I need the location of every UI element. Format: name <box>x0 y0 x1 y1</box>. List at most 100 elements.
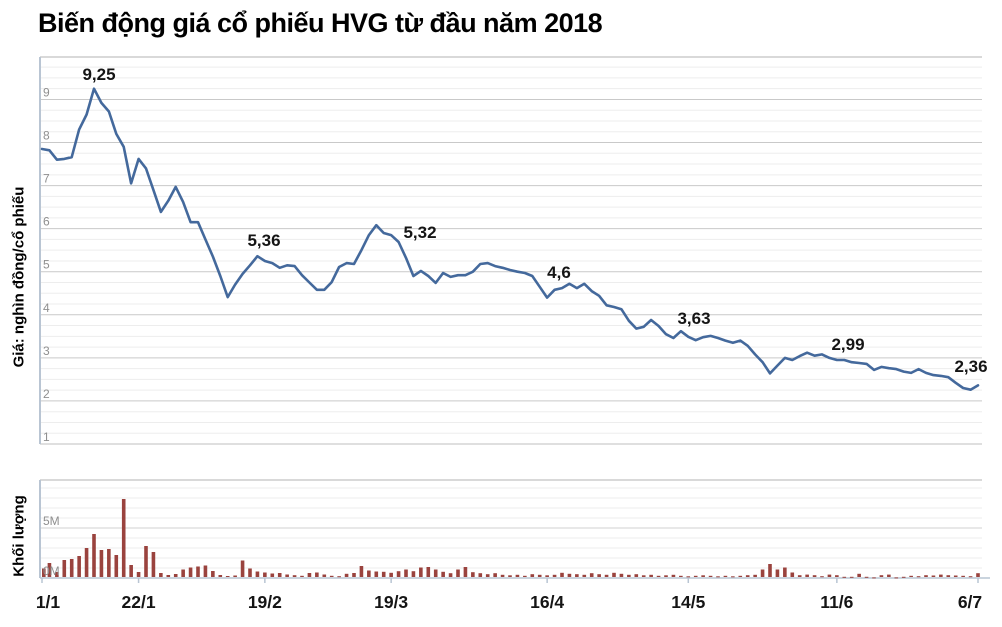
volume-bar <box>857 573 861 577</box>
volume-bar <box>456 569 460 577</box>
volume-bar <box>515 574 520 577</box>
volume-bar <box>270 573 275 577</box>
volume-bar <box>433 569 438 577</box>
volume-bar <box>612 572 616 577</box>
price-axis-tick-label: 6 <box>43 215 50 229</box>
volume-bar <box>196 566 200 577</box>
volume-bar <box>411 571 416 577</box>
volume-bar <box>760 569 765 577</box>
volume-bar <box>367 570 371 577</box>
data-annotation: 5,32 <box>403 223 436 242</box>
data-annotation: 2,99 <box>831 335 864 354</box>
volume-bar <box>396 571 401 577</box>
volume-bar <box>953 575 958 577</box>
volume-bar <box>500 574 505 577</box>
volume-bar <box>946 575 951 577</box>
volume-bar <box>582 574 587 577</box>
volume-bar <box>218 575 223 577</box>
volume-bar <box>277 573 282 577</box>
volume-bar <box>173 574 178 577</box>
volume-bar <box>233 575 237 577</box>
volume-bar <box>797 575 802 577</box>
volume-bar <box>671 574 676 577</box>
x-axis-label: 6/7 <box>958 592 982 612</box>
volume-bar <box>641 575 646 577</box>
volume-bar <box>879 575 884 577</box>
volume-bar <box>240 560 245 577</box>
price-axis-tick-label: 3 <box>43 344 50 358</box>
volume-bar <box>107 549 111 577</box>
volume-bar <box>939 574 943 577</box>
volume-bar <box>441 571 445 577</box>
volume-bar <box>768 564 772 577</box>
price-axis-tick-label: 7 <box>43 172 50 186</box>
volume-bar <box>188 567 193 577</box>
volume-bar <box>589 573 594 577</box>
volume-bar <box>285 574 289 577</box>
volume-bar <box>485 574 490 577</box>
volume-bar <box>716 576 720 578</box>
volume-bar <box>69 559 74 577</box>
volume-bar <box>649 574 653 577</box>
volume-bar <box>835 575 839 577</box>
volume-bar <box>731 576 735 578</box>
x-axis-label: 1/1 <box>36 592 61 612</box>
volume-bar <box>292 575 297 577</box>
volume-bar <box>55 572 59 577</box>
volume-bar <box>909 575 913 577</box>
volume-bar <box>887 574 891 577</box>
volume-bar <box>775 569 780 577</box>
volume-bar <box>211 571 215 577</box>
volume-bar <box>790 572 795 577</box>
volume-bar <box>114 555 119 577</box>
volume-bar <box>300 575 304 577</box>
volume-bar <box>84 548 89 577</box>
volume-bar <box>783 567 787 577</box>
volume-bar <box>329 575 334 577</box>
volume-bar <box>47 563 52 577</box>
data-annotation: 2,36 <box>954 357 987 376</box>
volume-bar <box>42 568 46 577</box>
volume-bar <box>99 550 104 577</box>
volume-bar <box>894 577 899 579</box>
volume-bar <box>708 575 713 577</box>
volume-bar <box>419 567 423 577</box>
volume-bar <box>567 573 572 577</box>
price-axis-tick-label: 5 <box>43 258 50 272</box>
volume-bar <box>597 574 601 577</box>
x-axis-label: 19/3 <box>374 592 408 612</box>
volume-bar <box>864 576 869 578</box>
x-axis-label: 14/5 <box>671 592 705 612</box>
volume-bar <box>263 572 267 577</box>
volume-bar <box>745 575 750 577</box>
volume-bar <box>478 573 483 577</box>
volume-bar <box>389 572 393 577</box>
data-annotation: 4,6 <box>547 263 571 282</box>
volume-bar <box>693 575 698 577</box>
volume-bar <box>916 576 921 578</box>
volume-axis-tick-label: 5M <box>43 514 60 528</box>
volume-bar <box>753 574 757 577</box>
volume-bar <box>404 569 408 577</box>
volume-bar <box>315 572 319 577</box>
volume-bar <box>92 534 96 577</box>
volume-bar <box>374 571 379 577</box>
volume-bar <box>664 575 668 577</box>
volume-bar <box>181 569 185 577</box>
volume-bar <box>656 575 661 577</box>
volume-bar <box>144 546 148 577</box>
volume-bar <box>961 575 965 577</box>
price-line <box>40 87 980 391</box>
volume-bar <box>530 574 535 577</box>
volume-bar <box>701 575 705 577</box>
volume-bar <box>426 567 431 577</box>
volume-bar <box>827 574 832 577</box>
volume-bar <box>820 576 824 578</box>
volume-bar <box>159 573 163 577</box>
chart-title: Biến động giá cổ phiếu HVG từ đầu năm 20… <box>38 8 603 38</box>
volume-bar <box>448 573 453 577</box>
volume-bar <box>560 572 564 577</box>
volume-bar <box>381 571 386 577</box>
volume-bar <box>619 573 624 577</box>
